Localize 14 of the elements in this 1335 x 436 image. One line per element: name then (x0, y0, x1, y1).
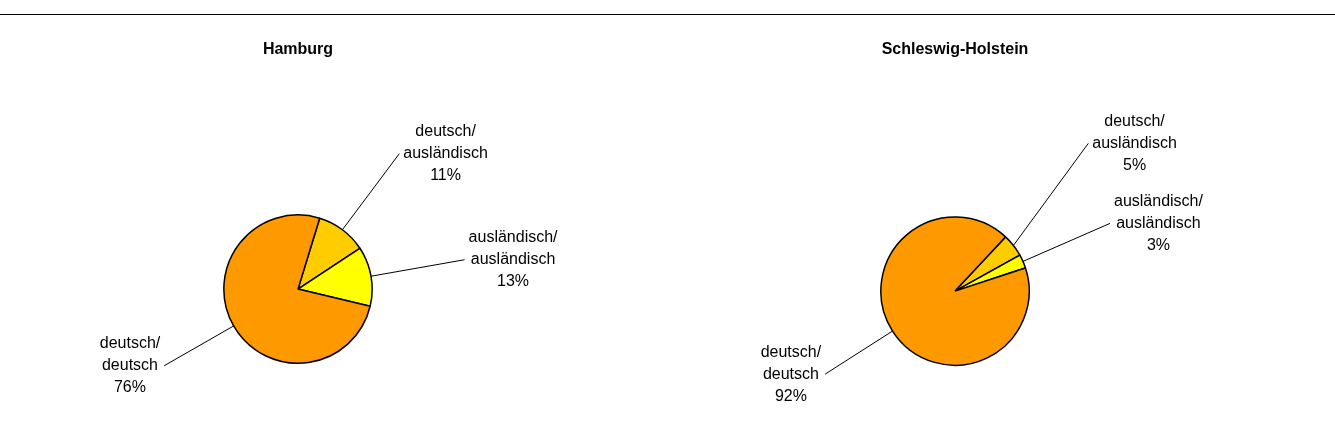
slice-label: deutsch/deutsch (99, 334, 161, 374)
chart-title: Schleswig-Holstein (881, 40, 1029, 58)
slice-label: deutsch/deutsch (760, 342, 822, 382)
data-label: 76% (113, 378, 147, 396)
data-label: 5% (1122, 155, 1147, 173)
slice-label: deutsch/ausländisch (403, 122, 488, 162)
chart-title: Hamburg (262, 40, 334, 58)
data-label: 11% (430, 166, 461, 184)
slice-label: ausländisch/ausländisch (468, 228, 559, 268)
slice-label: deutsch/ausländisch (1092, 111, 1177, 151)
data-label: 92% (774, 386, 807, 404)
data-label: 3% (1146, 235, 1171, 253)
slice-label: ausländisch/ausländisch (1114, 191, 1204, 231)
data-label: 13% (497, 272, 530, 290)
